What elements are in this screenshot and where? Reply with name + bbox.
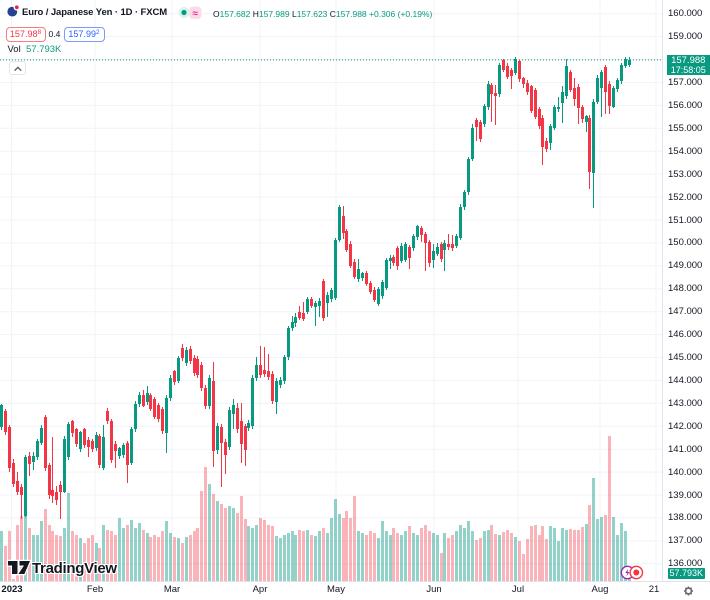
svg-text:≈: ≈: [192, 8, 198, 19]
